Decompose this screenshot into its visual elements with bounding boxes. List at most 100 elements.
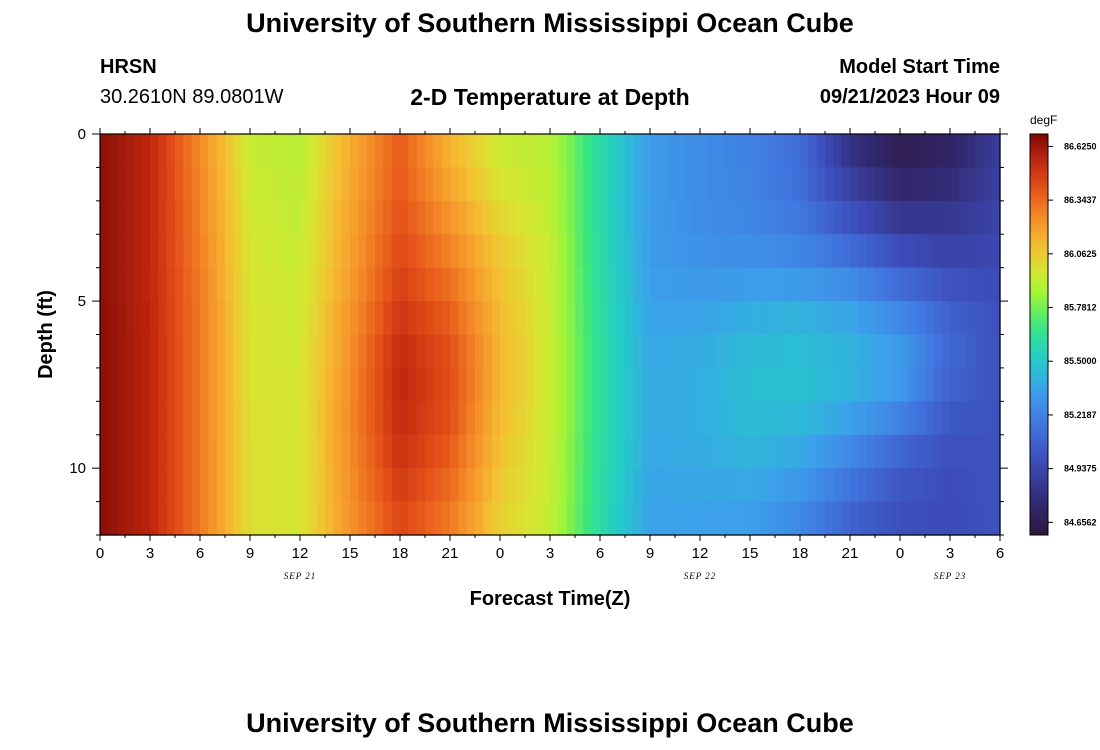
heatmap-cell bbox=[883, 167, 893, 202]
heatmap-cell bbox=[625, 367, 634, 402]
heatmap-cell bbox=[741, 167, 751, 202]
heatmap-cell bbox=[491, 200, 501, 235]
heatmap-cell bbox=[241, 134, 251, 169]
heatmap-cell bbox=[825, 401, 834, 436]
heatmap-cell bbox=[983, 367, 993, 402]
heatmap-cell bbox=[650, 134, 659, 169]
heatmap-cell bbox=[941, 134, 951, 169]
heatmap-cell bbox=[200, 401, 209, 436]
heatmap-cell bbox=[550, 501, 559, 536]
heatmap-cell bbox=[975, 501, 984, 536]
heatmap-cell bbox=[316, 334, 326, 369]
heatmap-cell bbox=[975, 468, 984, 503]
heatmap-cell bbox=[266, 434, 276, 469]
heatmap-cell bbox=[316, 267, 326, 302]
y-tick-label: 5 bbox=[78, 293, 86, 310]
heatmap-cell bbox=[841, 301, 851, 336]
heatmap-cell bbox=[633, 301, 643, 336]
heatmap-cell bbox=[933, 468, 943, 503]
heatmap-cell bbox=[866, 468, 876, 503]
heatmap-cell bbox=[391, 167, 401, 202]
y-axis: 0 5 10 bbox=[69, 126, 1008, 536]
heatmap-cell bbox=[308, 234, 318, 269]
heatmap-cell bbox=[633, 468, 643, 503]
heatmap-cell bbox=[683, 334, 693, 369]
heatmap-cell bbox=[175, 468, 184, 503]
heatmap-cell bbox=[908, 134, 918, 169]
heatmap-cell bbox=[533, 301, 543, 336]
heatmap-cell bbox=[291, 334, 301, 369]
heatmap-cell bbox=[583, 167, 593, 202]
heatmap-cell bbox=[116, 301, 126, 336]
heatmap-cell bbox=[983, 334, 993, 369]
x-axis: 0 3 6 9 12 15 18 21 0 3 6 9 12 15 18 21 0 3 6 bbox=[96, 128, 1004, 562]
heatmap-cell bbox=[941, 367, 951, 402]
heatmap-cell bbox=[433, 301, 443, 336]
heatmap-cell bbox=[483, 501, 493, 536]
heatmap-cell bbox=[750, 434, 759, 469]
heatmap-cell bbox=[983, 501, 993, 536]
date-label: SEP 22 bbox=[684, 571, 717, 581]
heatmap-cell bbox=[266, 267, 276, 302]
heatmap-cell bbox=[108, 167, 118, 202]
heatmap-cell bbox=[858, 134, 868, 169]
heatmap-cell bbox=[533, 200, 543, 235]
heatmap-cell bbox=[783, 200, 793, 235]
heatmap-cell bbox=[658, 334, 668, 369]
heatmap-cell bbox=[225, 434, 234, 469]
colorbar-tick-label: 86.3437 bbox=[1064, 195, 1097, 205]
heatmap-cell bbox=[883, 468, 893, 503]
heatmap-cell bbox=[683, 401, 693, 436]
heatmap-cell bbox=[150, 401, 159, 436]
heatmap-cell bbox=[200, 267, 209, 302]
heatmap-cell bbox=[250, 401, 259, 436]
heatmap-cell bbox=[933, 434, 943, 469]
heatmap-cell bbox=[200, 134, 209, 169]
heatmap-cell bbox=[616, 401, 626, 436]
heatmap-cell bbox=[366, 401, 376, 436]
heatmap-cell bbox=[266, 401, 276, 436]
heatmap-cell bbox=[516, 367, 526, 402]
heatmap-cell bbox=[325, 301, 334, 336]
heatmap-cell bbox=[516, 167, 526, 202]
heatmap-cell bbox=[116, 134, 126, 169]
heatmap-cell bbox=[100, 401, 109, 436]
heatmap-cell bbox=[775, 234, 784, 269]
heatmap-cell bbox=[216, 267, 226, 302]
heatmap-cell bbox=[691, 200, 701, 235]
heatmap-cell bbox=[658, 434, 668, 469]
heatmap-cell bbox=[983, 134, 993, 169]
heatmap-cell bbox=[166, 200, 176, 235]
heatmap-cell bbox=[275, 434, 284, 469]
heatmap-cell bbox=[950, 134, 959, 169]
heatmap-cell bbox=[450, 167, 459, 202]
heatmap-cell bbox=[308, 301, 318, 336]
heatmap-cell bbox=[508, 200, 518, 235]
heatmap-cell bbox=[225, 200, 234, 235]
heatmap-cell bbox=[725, 367, 734, 402]
heatmap-cell bbox=[350, 134, 359, 169]
heatmap-cell bbox=[250, 367, 259, 402]
heatmap-cell bbox=[233, 200, 243, 235]
heatmap-cell bbox=[400, 401, 409, 436]
heatmap-cell bbox=[483, 200, 493, 235]
heatmap-cell bbox=[600, 501, 609, 536]
heatmap-cell bbox=[358, 334, 368, 369]
heatmap-cell bbox=[125, 167, 134, 202]
heatmap-cell bbox=[308, 334, 318, 369]
heatmap-cell bbox=[675, 234, 684, 269]
heatmap-cell bbox=[666, 301, 676, 336]
heatmap-cell bbox=[791, 167, 801, 202]
heatmap-cell bbox=[141, 334, 151, 369]
heatmap-cell bbox=[608, 401, 618, 436]
heatmap-cell bbox=[441, 167, 451, 202]
heatmap-cell bbox=[883, 134, 893, 169]
heatmap-cell bbox=[183, 167, 193, 202]
heatmap-cell bbox=[916, 401, 926, 436]
heatmap-cell bbox=[850, 334, 859, 369]
heatmap-cell bbox=[100, 200, 109, 235]
heatmap-cell bbox=[300, 401, 309, 436]
heatmap-cell bbox=[583, 468, 593, 503]
heatmap-cell bbox=[950, 167, 959, 202]
x-tick-label: 0 bbox=[96, 545, 104, 562]
